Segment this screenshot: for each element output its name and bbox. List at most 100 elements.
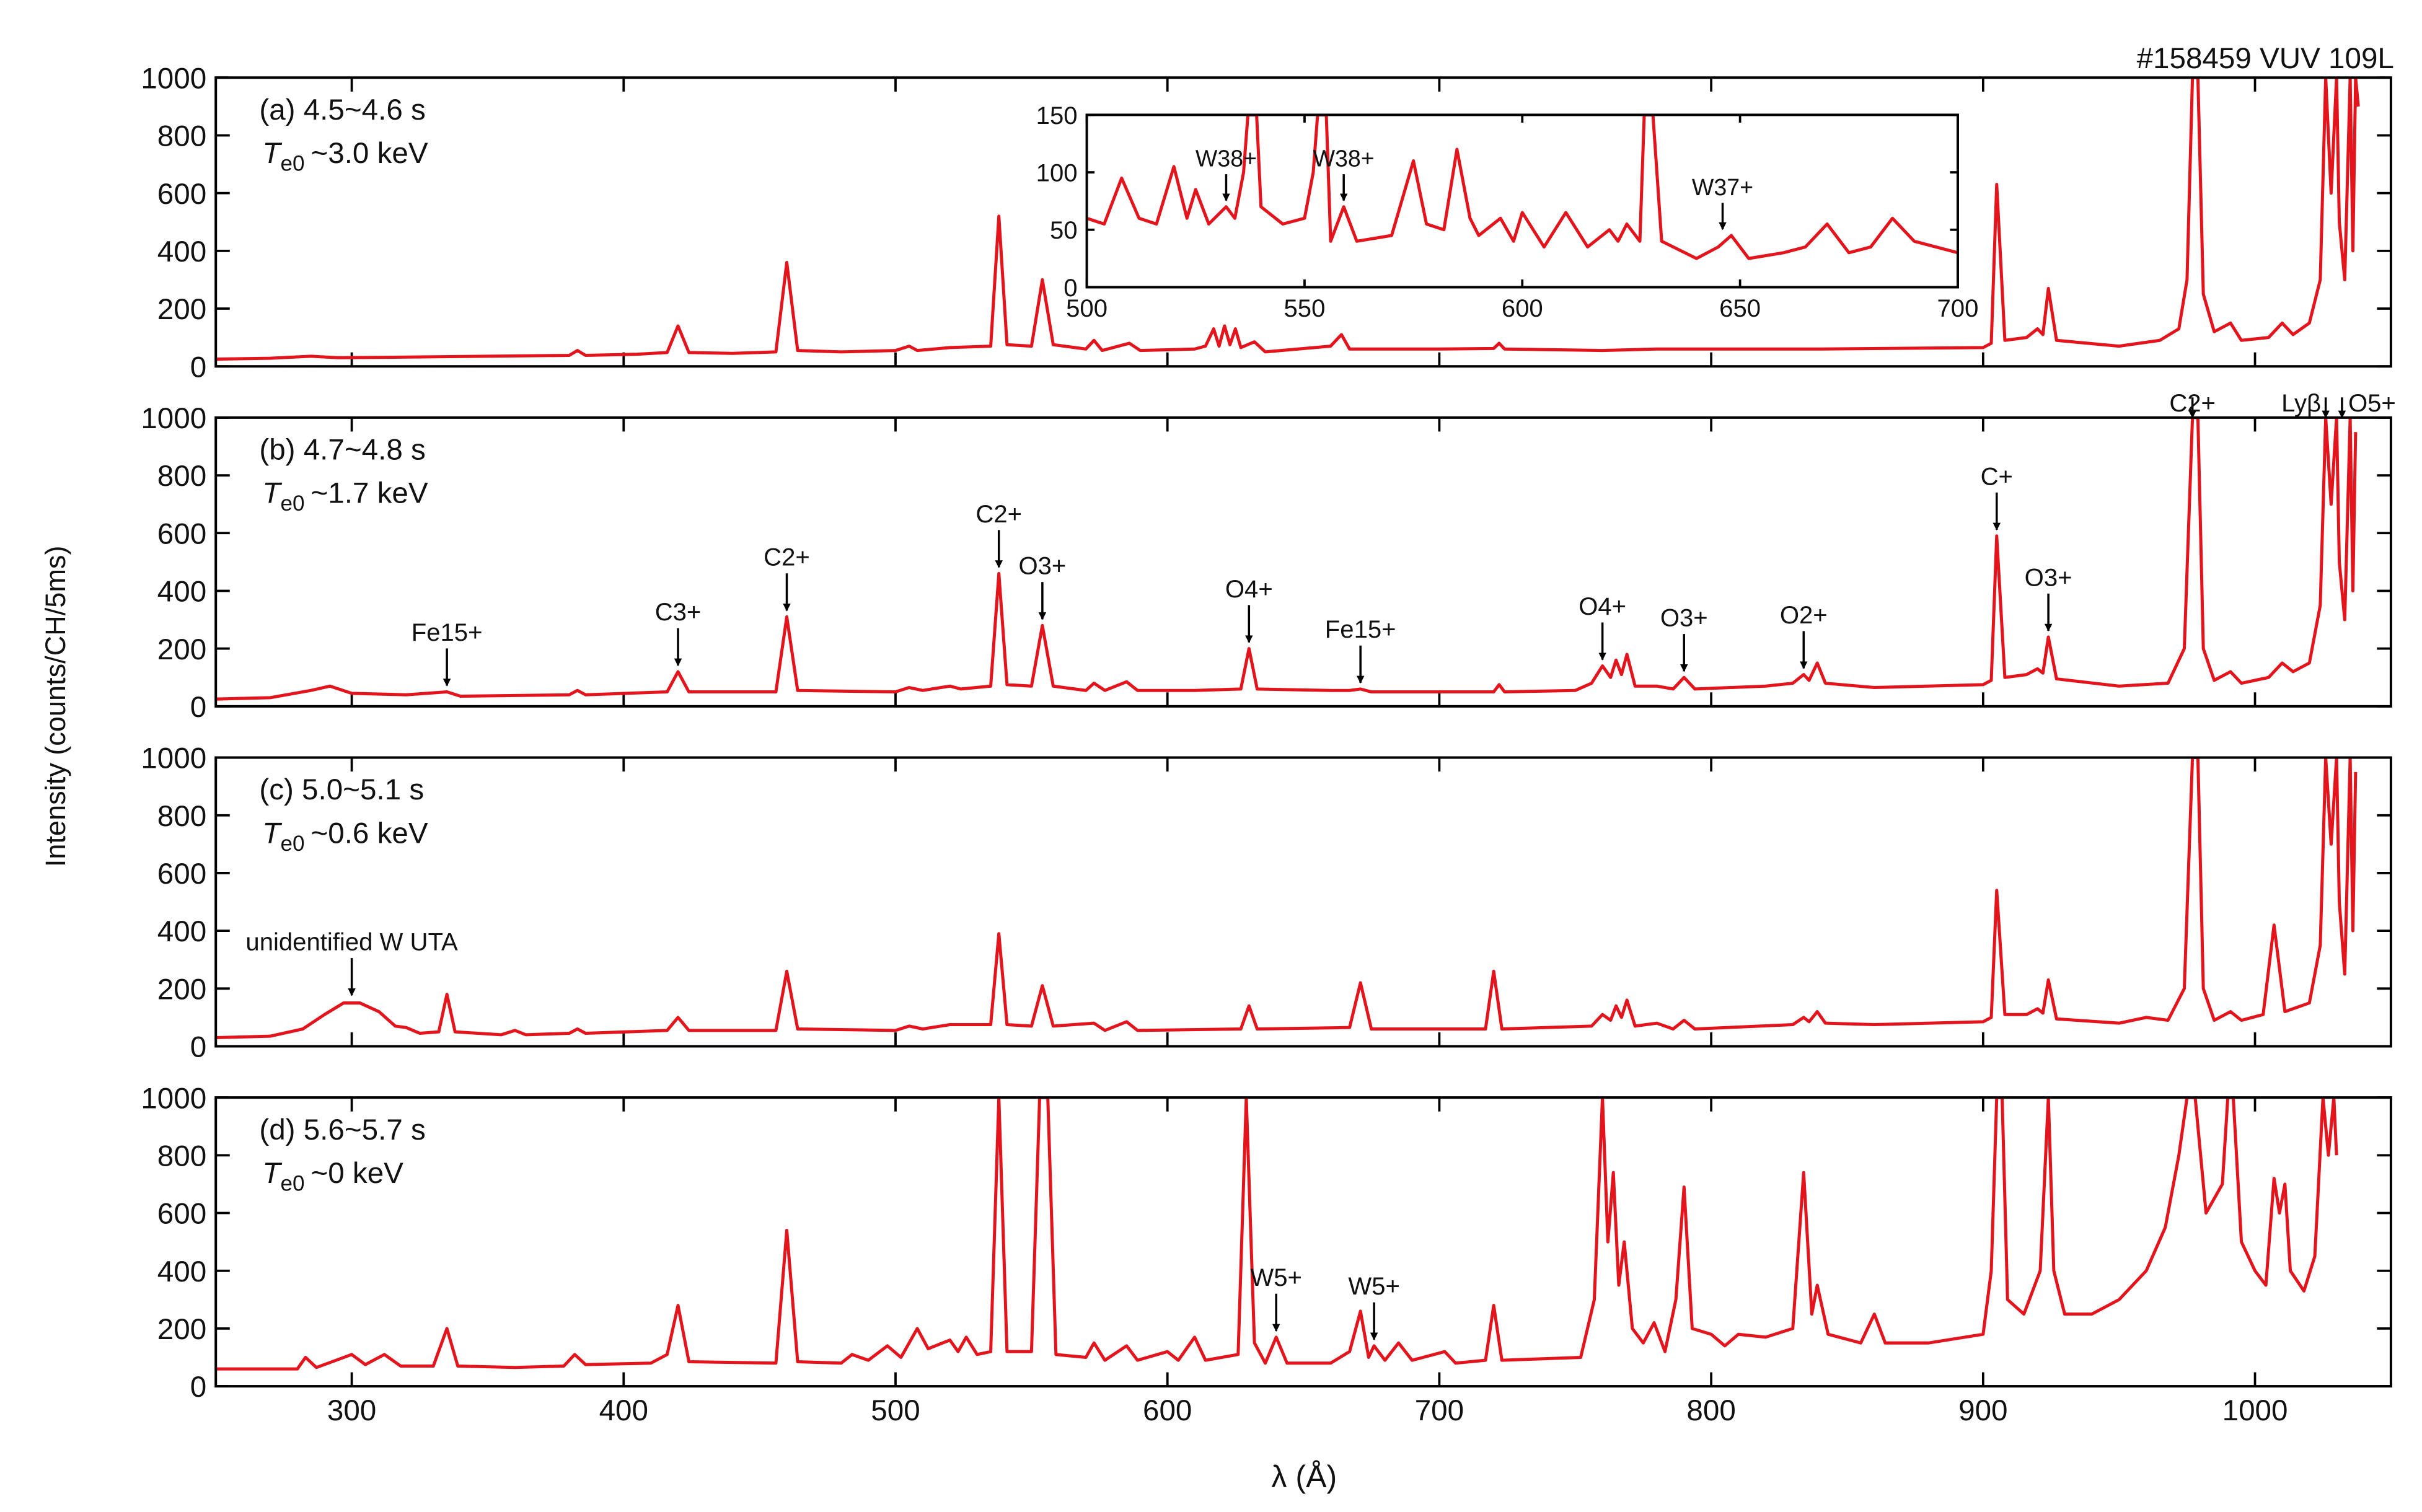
temperature-label: Te0 ~0.6 keV xyxy=(262,817,428,856)
x-tick-label: 700 xyxy=(1415,1394,1464,1427)
annotation-label: W5+ xyxy=(1348,1273,1400,1300)
annotation-label: O2+ xyxy=(1780,602,1828,629)
y-tick-label: 600 xyxy=(157,178,206,211)
annotation-label: W5+ xyxy=(1250,1264,1302,1291)
y-tick-label: 800 xyxy=(157,120,206,153)
annotation-label: W37+ xyxy=(1692,174,1753,200)
temperature-symbol: T xyxy=(262,817,282,850)
spectrum-line xyxy=(216,417,2358,701)
y-tick-label: 200 xyxy=(157,293,206,326)
y-tick-label: 200 xyxy=(157,633,206,666)
annotation-label: O4+ xyxy=(1579,593,1626,620)
temperature-value: ~3.0 keV xyxy=(310,137,428,170)
temperature-subscript: e0 xyxy=(280,152,304,176)
annotation-label: C2+ xyxy=(975,501,1022,528)
spectrum-line xyxy=(216,77,2360,361)
annotation-label: O5+ xyxy=(2348,390,2396,417)
panel-label: (b) 4.7~4.8 s xyxy=(259,434,425,467)
inset: 0 50 100 150 500 550 600 650 700 W38+ W38+ W37+ xyxy=(1036,102,1979,322)
annotation-label: Lyβ xyxy=(2281,390,2321,417)
annotation-label: C2+ xyxy=(2169,390,2216,417)
y-tick-label: 0 xyxy=(190,1371,206,1404)
x-tick-label: 700 xyxy=(1937,295,1979,322)
annotation-label: Fe15+ xyxy=(412,619,483,646)
x-axis-label: λ (Å) xyxy=(1271,1459,1337,1494)
y-tick-label: 50 xyxy=(1050,217,1078,244)
plot-frame xyxy=(214,1096,2392,1388)
plot-frame xyxy=(214,76,2392,368)
y-tick-label: 600 xyxy=(157,858,206,890)
temperature-label: Te0 ~0 keV xyxy=(262,1157,403,1196)
x-tick-label: 500 xyxy=(1066,295,1108,322)
panel-label: (a) 4.5~4.6 s xyxy=(259,94,425,126)
temperature-value: ~0 keV xyxy=(310,1157,403,1190)
y-tick-label: 1000 xyxy=(141,742,206,775)
temperature-value: ~1.7 keV xyxy=(310,477,428,510)
annotation-label: O3+ xyxy=(1660,605,1708,632)
x-tick-label: 600 xyxy=(1502,295,1543,322)
temperature-subscript: e0 xyxy=(280,1171,304,1195)
y-tick-label: 0 xyxy=(1063,275,1077,302)
y-tick-label: 1000 xyxy=(141,402,206,435)
panel: 0 200 400 600 800 1000 (a) 4.5~4.6 s Te0 ~3.0 ke… xyxy=(141,62,2392,384)
x-tick-label: 300 xyxy=(327,1394,376,1427)
y-tick-label: 400 xyxy=(157,915,206,948)
y-tick-label: 100 xyxy=(1036,160,1078,187)
annotation-label: C+ xyxy=(1981,463,2013,490)
panel: 0 200 400 600 800 1000 (c) 5.0~5.1 s Te0 ~0.6 ke… xyxy=(141,742,2392,1064)
panel: 0 200 400 600 800 1000 (b) 4.7~4.8 s Te0 ~1.7 ke… xyxy=(141,390,2395,724)
x-tick-label: 650 xyxy=(1719,295,1761,322)
x-tick-label: 600 xyxy=(1143,1394,1192,1427)
panel: 0 200 400 600 800 1000 300 400 500 600 700 800 900 10… xyxy=(141,1082,2392,1427)
y-tick-label: 1000 xyxy=(141,62,206,95)
annotation-label: W38+ xyxy=(1313,146,1375,172)
x-tick-label: 800 xyxy=(1686,1394,1735,1427)
x-tick-label: 500 xyxy=(871,1394,920,1427)
annotation-label: O3+ xyxy=(2025,564,2072,591)
x-tick-label: 1000 xyxy=(2222,1394,2288,1427)
y-tick-label: 600 xyxy=(157,1198,206,1231)
spectrum-line xyxy=(216,1097,2338,1371)
annotation-label: O4+ xyxy=(1225,576,1273,603)
temperature-label: Te0 ~1.7 keV xyxy=(262,477,428,516)
annotation-label: C2+ xyxy=(764,544,810,571)
annotation-label: W38+ xyxy=(1196,146,1257,172)
y-tick-label: 200 xyxy=(157,973,206,1006)
temperature-symbol: T xyxy=(262,137,282,170)
annotation-label: unidentified W UTA xyxy=(245,929,458,956)
x-tick-label: 400 xyxy=(599,1394,648,1427)
temperature-symbol: T xyxy=(262,1157,282,1190)
annotation-label: Fe15+ xyxy=(1325,616,1396,643)
y-tick-label: 800 xyxy=(157,1140,206,1172)
y-tick-label: 800 xyxy=(157,800,206,833)
temperature-symbol: T xyxy=(262,477,282,510)
annotation-label: C3+ xyxy=(655,599,702,626)
figure-title: #158459 VUV 109L xyxy=(2137,42,2394,75)
temperature-label: Te0 ~3.0 keV xyxy=(262,137,428,176)
panel-label: (d) 5.6~5.7 s xyxy=(259,1114,425,1146)
y-tick-label: 200 xyxy=(157,1313,206,1346)
plot-frame xyxy=(1085,113,1959,289)
temperature-value: ~0.6 keV xyxy=(310,817,428,850)
temperature-subscript: e0 xyxy=(280,832,304,856)
y-tick-label: 0 xyxy=(190,1031,206,1064)
x-tick-label: 550 xyxy=(1284,295,1325,322)
y-tick-label: 800 xyxy=(157,460,206,493)
annotation-label: O3+ xyxy=(1018,553,1066,580)
x-tick-label: 900 xyxy=(1958,1394,2007,1427)
inset-background xyxy=(1086,115,1958,288)
y-axis-label: Intensity (counts/CH/5ms) xyxy=(40,546,71,868)
plot-frame xyxy=(214,756,2392,1048)
y-tick-label: 0 xyxy=(190,691,206,724)
y-tick-label: 400 xyxy=(157,576,206,609)
y-tick-label: 600 xyxy=(157,517,206,550)
y-tick-label: 1000 xyxy=(141,1082,206,1115)
y-tick-label: 400 xyxy=(157,1255,206,1288)
spectrum-line xyxy=(1086,115,1958,260)
y-tick-label: 400 xyxy=(157,235,206,268)
spectrum-line xyxy=(216,757,2358,1039)
temperature-subscript: e0 xyxy=(280,491,304,516)
y-tick-label: 150 xyxy=(1036,102,1078,130)
panel-label: (c) 5.0~5.1 s xyxy=(259,773,424,806)
